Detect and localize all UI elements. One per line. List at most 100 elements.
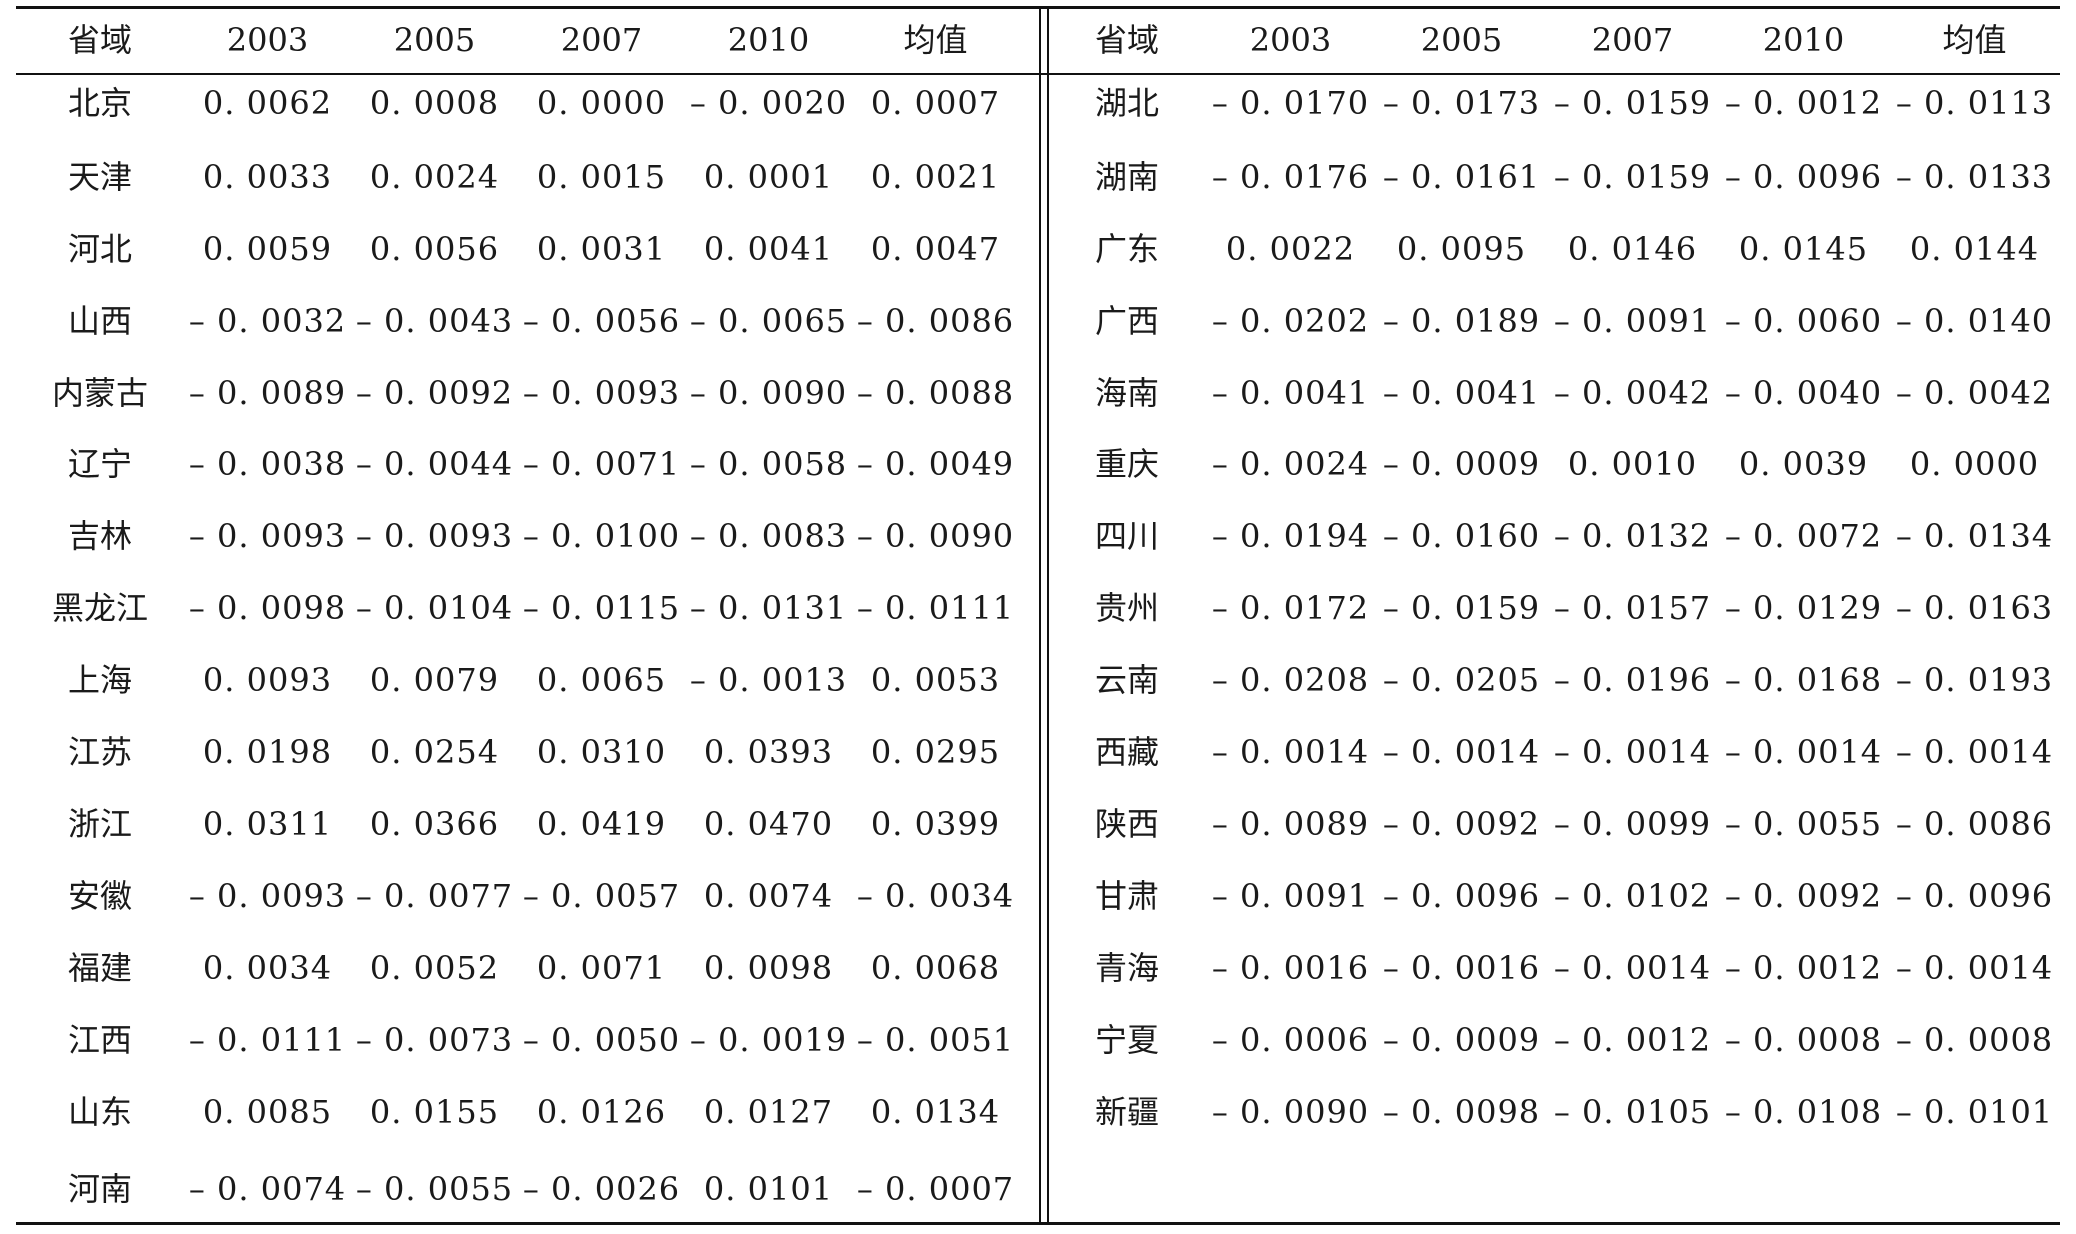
value-cell: 0. 0008 xyxy=(369,84,500,122)
value-cell: – 0. 0008 xyxy=(1724,1021,1883,1059)
value-cell: – 0. 0102 xyxy=(1553,877,1712,915)
value-cell: – 0. 0014 xyxy=(1382,733,1541,771)
value-cell: – 0. 0071 xyxy=(522,445,681,483)
value-cell: 0. 0056 xyxy=(369,230,500,268)
table-row: 江西 – 0. 0111– 0. 0073– 0. 0050– 0. 0019– … xyxy=(16,1020,1039,1060)
value-cell: – 0. 0055 xyxy=(355,1170,514,1208)
value-cell: – 0. 0058 xyxy=(689,445,848,483)
value-cell: 0. 0310 xyxy=(536,733,667,771)
column-divider xyxy=(1047,6,1049,1225)
value-cell: – 0. 0161 xyxy=(1382,158,1541,196)
value-cell: – 0. 0090 xyxy=(856,517,1015,555)
value-cell: – 0. 0101 xyxy=(1895,1093,2054,1131)
table-row: 四川 – 0. 0194 – 0. 0160 – 0. 0132 – 0. 0072 – … xyxy=(1049,516,2060,556)
value-cell: 0. 0085 xyxy=(202,1093,333,1131)
province-cell: 山西 xyxy=(67,302,132,340)
province-cell: 黑龙江 xyxy=(51,589,148,627)
province-cell: 云南 xyxy=(1094,661,1159,699)
value-cell: – 0. 0099 xyxy=(1553,805,1712,843)
value-cell: – 0. 0160 xyxy=(1382,517,1541,555)
value-cell: – 0. 0096 xyxy=(1895,877,2054,915)
value-cell: – 0. 0111 xyxy=(856,589,1015,627)
header-row: 省域 2003 2005 2007 2010 均值 xyxy=(1049,20,2060,60)
province-cell: 河南 xyxy=(67,1170,132,1208)
value-cell: – 0. 0056 xyxy=(522,302,681,340)
value-cell: 0. 0021 xyxy=(870,158,1001,196)
value-cell: – 0. 0024 xyxy=(1211,445,1370,483)
value-cell: – 0. 0060 xyxy=(1724,302,1883,340)
table-row: 内蒙古 – 0. 0089– 0. 0092– 0. 0093– 0. 0090–… xyxy=(16,373,1039,413)
value-cell: – 0. 0055 xyxy=(1724,805,1883,843)
table-row: 新疆 – 0. 0090 – 0. 0098 – 0. 0105 – 0. 0108 – … xyxy=(1049,1092,2060,1132)
value-cell: 0. 0053 xyxy=(870,661,1001,699)
value-cell: – 0. 0020 xyxy=(689,84,848,122)
table-row: 福建 0. 0034 0. 0052 0. 0071 0. 0098 0. 0068 xyxy=(16,948,1039,988)
value-cell: – 0. 0073 xyxy=(355,1021,514,1059)
value-cell: – 0. 0077 xyxy=(355,877,514,915)
value-cell: 0. 0145 xyxy=(1738,230,1869,268)
header-cell: 2005 xyxy=(393,21,476,59)
top-rule xyxy=(16,6,2060,9)
header-cell: 省域 xyxy=(1094,21,1159,59)
column-divider xyxy=(1039,6,1041,1225)
value-cell: 0. 0022 xyxy=(1225,230,1356,268)
table-row: 宁夏 – 0. 0006 – 0. 0009 – 0. 0012 – 0. 0008 – … xyxy=(1049,1020,2060,1060)
header-cell: 2003 xyxy=(1249,21,1332,59)
value-cell: – 0. 0100 xyxy=(522,517,681,555)
value-cell: – 0. 0040 xyxy=(1724,374,1883,412)
value-cell: – 0. 0072 xyxy=(1724,517,1883,555)
value-cell: 0. 0068 xyxy=(870,949,1001,987)
value-cell: – 0. 0170 xyxy=(1211,84,1370,122)
value-cell: – 0. 0098 xyxy=(1382,1093,1541,1131)
value-cell: – 0. 0088 xyxy=(856,374,1015,412)
province-cell: 青海 xyxy=(1094,949,1159,987)
value-cell: – 0. 0086 xyxy=(856,302,1015,340)
province-cell: 广东 xyxy=(1094,230,1159,268)
value-cell: – 0. 0089 xyxy=(188,374,347,412)
province-cell: 河北 xyxy=(67,230,132,268)
header-rule xyxy=(16,73,2060,75)
table-row: 河南 – 0. 0074– 0. 0055– 0. 0026 0. 0101 – 0.… xyxy=(16,1169,1039,1209)
value-cell: – 0. 0113 xyxy=(1895,84,2054,122)
value-cell: – 0. 0205 xyxy=(1382,661,1541,699)
value-cell: – 0. 0014 xyxy=(1553,949,1712,987)
province-cell: 甘肃 xyxy=(1094,877,1159,915)
value-cell: – 0. 0041 xyxy=(1211,374,1370,412)
table-row: 北京 0. 0062 0. 0008 0. 0000 – 0. 0020 0. 0007 xyxy=(16,83,1039,123)
value-cell: – 0. 0019 xyxy=(689,1021,848,1059)
table-row: 安徽 – 0. 0093– 0. 0077– 0. 0057 0. 0074 – 0.… xyxy=(16,876,1039,916)
value-cell: 0. 0052 xyxy=(369,949,500,987)
value-cell: – 0. 0014 xyxy=(1724,733,1883,771)
value-cell: – 0. 0159 xyxy=(1553,84,1712,122)
province-cell: 内蒙古 xyxy=(51,374,148,412)
value-cell: – 0. 0006 xyxy=(1211,1021,1370,1059)
value-cell: – 0. 0159 xyxy=(1553,158,1712,196)
province-cell: 重庆 xyxy=(1094,445,1159,483)
value-cell: 0. 0093 xyxy=(202,661,333,699)
value-cell: – 0. 0092 xyxy=(1382,805,1541,843)
value-cell: – 0. 0108 xyxy=(1724,1093,1883,1131)
value-cell: – 0. 0012 xyxy=(1553,1021,1712,1059)
value-cell: – 0. 0065 xyxy=(689,302,848,340)
value-cell: – 0. 0038 xyxy=(188,445,347,483)
value-cell: – 0. 0007 xyxy=(856,1170,1015,1208)
province-cell: 湖北 xyxy=(1094,84,1159,122)
value-cell: – 0. 0093 xyxy=(188,517,347,555)
value-cell: 0. 0015 xyxy=(536,158,667,196)
province-cell: 山东 xyxy=(67,1093,132,1131)
value-cell: – 0. 0014 xyxy=(1895,949,2054,987)
province-cell: 西藏 xyxy=(1094,733,1159,771)
value-cell: – 0. 0090 xyxy=(689,374,848,412)
value-cell: – 0. 0093 xyxy=(522,374,681,412)
value-cell: – 0. 0043 xyxy=(355,302,514,340)
value-cell: – 0. 0090 xyxy=(1211,1093,1370,1131)
province-cell: 陕西 xyxy=(1094,805,1159,843)
value-cell: – 0. 0129 xyxy=(1724,589,1883,627)
value-cell: – 0. 0014 xyxy=(1553,733,1712,771)
value-cell: – 0. 0093 xyxy=(355,517,514,555)
value-cell: – 0. 0208 xyxy=(1211,661,1370,699)
value-cell: 0. 0059 xyxy=(202,230,333,268)
header-cell: 2010 xyxy=(1762,21,1845,59)
value-cell: 0. 0007 xyxy=(870,84,1001,122)
header-cell: 2003 xyxy=(226,21,309,59)
